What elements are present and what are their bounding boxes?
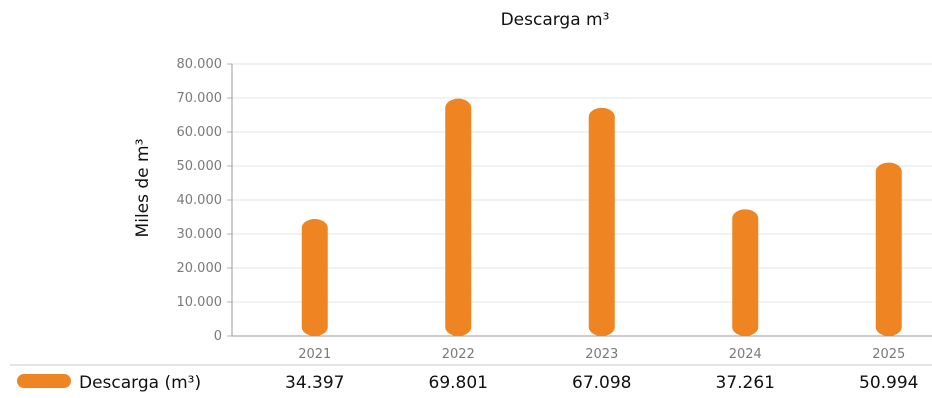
y-tick-label: 20.000 [177,261,223,276]
x-axis-ticks: 2021 2022 2023 2024 2025 [298,347,905,362]
data-table-value: 34.397 [285,373,344,393]
data-table-value: 37.261 [716,373,775,393]
y-axis-label: Miles de m³ [133,139,153,238]
axes: 0 10.000 20.000 30.000 40.000 50.000 60.000 70.… [177,57,932,344]
bar-2022 [445,98,472,336]
data-table-value: 67.098 [572,373,631,393]
y-tick-label: 60.000 [177,125,223,140]
bar-2023 [588,107,615,337]
data-table-value: 69.801 [429,373,488,393]
y-tick-label: 10.000 [177,295,223,310]
x-tick-label: 2025 [872,347,905,362]
grid [232,63,932,337]
legend-swatch [17,374,71,388]
y-tick-label: 80.000 [177,57,223,72]
x-tick-label: 2022 [442,347,475,362]
y-tick-label: 30.000 [177,227,223,242]
bar-2025 [875,162,902,336]
y-tick-label: 0 [214,329,222,344]
legend-label: Descarga (m³) [79,373,201,393]
data-table: 34.397 69.801 67.098 37.261 50.994 Descarga (… [10,364,932,393]
x-tick-label: 2021 [298,347,331,362]
bar-2021 [301,219,328,336]
y-tick-label: 70.000 [177,91,223,106]
bar-2024 [732,209,759,336]
x-tick-label: 2024 [729,347,762,362]
y-tick-label: 40.000 [177,193,223,208]
bars [301,98,902,337]
data-table-value: 50.994 [859,373,918,393]
chart-title: Descarga m³ [501,10,610,30]
y-tick-label: 50.000 [177,159,223,174]
x-tick-label: 2023 [585,347,618,362]
